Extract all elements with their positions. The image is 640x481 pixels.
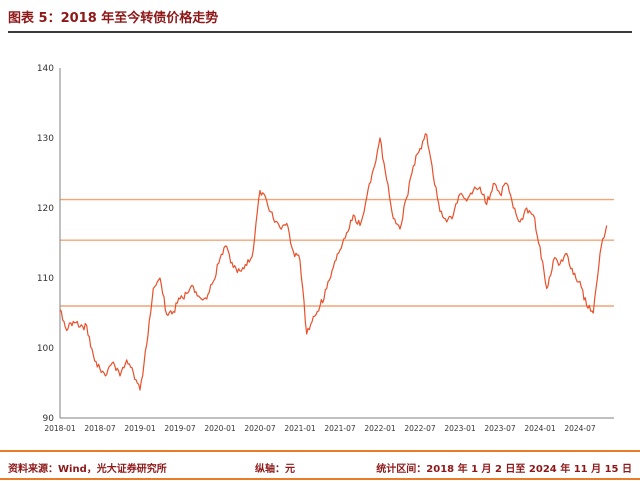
chart-area: 90 100 110 120 130 140 2018-01 2018-07 2019-01 20… (0, 38, 640, 440)
x-tick-labels: 2018-01 2018-07 2019-01 2019-07 2020-01 2020-… (44, 424, 596, 433)
svg-text:100: 100 (37, 344, 54, 354)
svg-text:2019-01: 2019-01 (124, 424, 156, 433)
svg-text:2021-07: 2021-07 (324, 424, 356, 433)
svg-text:110: 110 (37, 274, 54, 284)
price-line (59, 133, 608, 391)
svg-text:2021-01: 2021-01 (284, 424, 316, 433)
svg-text:2022-01: 2022-01 (364, 424, 396, 433)
svg-text:130: 130 (37, 134, 54, 144)
svg-text:2023-01: 2023-01 (444, 424, 476, 433)
figure-title: 图表 5：2018 年至今转债价格走势 (8, 11, 219, 26)
title-divider (8, 31, 632, 33)
svg-text:2018-01: 2018-01 (44, 424, 76, 433)
period-note: 统计区间：2018 年 1 月 2 日至 2024 年 11 月 15 日 (376, 464, 632, 475)
svg-text:2022-07: 2022-07 (404, 424, 436, 433)
svg-text:120: 120 (37, 204, 54, 214)
axis-note: 纵轴：元 (255, 464, 295, 475)
svg-text:2020-07: 2020-07 (244, 424, 276, 433)
svg-text:2020-01: 2020-01 (204, 424, 236, 433)
svg-text:140: 140 (37, 64, 54, 74)
y-tick-labels: 90 100 110 120 130 140 (37, 64, 54, 424)
source-note: 资料来源：Wind，光大证券研究所 (8, 464, 167, 475)
svg-text:2024-01: 2024-01 (524, 424, 556, 433)
axes (59, 68, 614, 419)
svg-text:2019-07: 2019-07 (164, 424, 196, 433)
reference-lines (60, 198, 614, 307)
svg-text:2018-07: 2018-07 (84, 424, 116, 433)
figure-footer: 资料来源：Wind，光大证券研究所 纵轴：元 统计区间：2018 年 1 月 2… (0, 450, 640, 480)
svg-text:2023-07: 2023-07 (484, 424, 516, 433)
svg-text:2024-07: 2024-07 (564, 424, 596, 433)
svg-text:90: 90 (43, 414, 55, 424)
